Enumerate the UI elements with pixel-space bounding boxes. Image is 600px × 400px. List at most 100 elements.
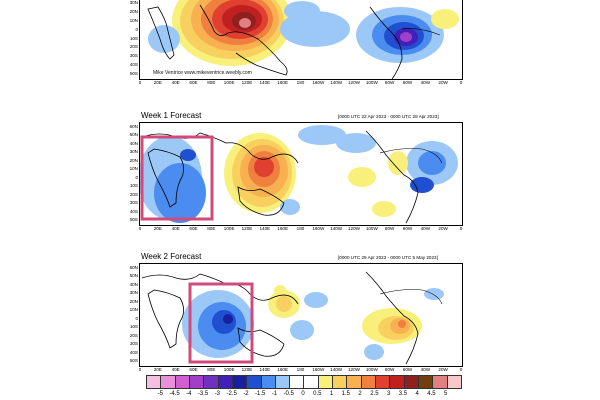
lon-tick-label: 160E [277,80,289,85]
legend-label: -5 [157,391,163,397]
highlight-box-week1 [140,135,214,221]
anomaly-negative [304,292,328,308]
legend-label: -0.5 [283,391,294,397]
legend-swatch [447,376,461,388]
anomaly-positive [398,320,406,328]
lat-tick-label: 0 [135,174,138,180]
lat-tick-label: 20N [129,298,138,304]
lat-tick-label: 20S [129,44,138,50]
anomaly-positive [239,18,251,28]
lon-tick-label: 80W [384,367,395,372]
lon-tick-label: 60E [189,226,198,231]
lon-tick-label: 160W [312,367,325,372]
lat-tick-label: 50S [129,71,138,77]
lon-tick-label: 40E [171,226,180,231]
anomaly-negative [364,344,384,360]
legend-label: 2.5 [370,391,379,397]
legend-swatch [361,376,376,388]
lon-tick-label: 0 [459,367,463,372]
lat-tick-label: 30N [129,149,138,155]
lon-tick-label: 120E [241,226,253,231]
lon-tick-label: 100E [223,226,235,231]
anomaly-negative [298,125,346,145]
lon-tick-label: 100E [223,80,235,85]
lon-tick-label: 100E [223,367,235,372]
legend-label: 2 [358,391,362,397]
lat-tick-label: 20N [129,157,138,163]
lon-tick-label: 100W [365,80,378,85]
lon-tick-label: 0 [459,80,463,85]
legend-label: 4 [415,391,419,397]
legend-swatch [318,376,334,388]
lat-tick-label: 30N [129,290,138,296]
legend-label: -2 [243,391,249,397]
coastline-africa [147,289,184,349]
panel-title-week2: Week 2 Forecast [141,252,202,261]
lon-tick-label: 140W [330,226,343,231]
legend-swatch [376,376,391,388]
anomaly-positive [274,285,286,295]
anomaly-negative [336,133,376,153]
anomaly-positive [372,201,396,217]
lon-tick-label: 160W [312,80,325,85]
lat-tick-label: 40N [129,140,138,146]
lon-tick-label: 20E [153,226,162,231]
lat-tick-label: 10S [129,324,138,330]
lon-tick-label: 140W [330,367,343,372]
map-panel-2 [139,122,463,226]
lon-tick-label: 140E [259,226,271,231]
lon-tick-label: 40W [420,367,431,372]
lat-tick-label: 30S [129,53,138,59]
lon-tick-label: 80E [207,367,216,372]
coastline-africa [147,148,184,208]
map-panel-1 [139,0,463,80]
lon-tick-label: 120W [347,80,360,85]
lat-tick-label: 10N [129,17,138,23]
map-panel-3 [139,263,463,367]
lat-tick-label: 50S [129,217,138,223]
legend-swatch [333,376,348,388]
lat-tick-label: 40S [129,62,138,68]
legend-label: -1.5 [255,391,266,397]
legend-swatch [275,376,291,388]
legend-swatch [175,376,190,388]
lon-tick-label: 120W [347,226,360,231]
lon-tick-label: 40E [171,367,180,372]
lon-tick-label: 40W [420,80,431,85]
legend-label: 3.5 [398,391,408,397]
coastline-australia [237,186,285,216]
anomaly-negative [400,32,412,42]
legend-swatch [347,376,362,388]
lon-tick-label: 20E [153,80,162,85]
panel-title-week1: Week 1 Forecast [141,111,202,120]
lon-tick-label: 80E [207,226,216,231]
legend-swatch [433,376,448,388]
anomaly-negative [290,320,314,340]
anomaly-positive [276,296,292,312]
legend-swatch [232,376,248,388]
legend-label: -2.5 [226,391,237,397]
lat-tick-label: 10S [129,35,138,41]
anomaly-negative [284,1,320,21]
legend-swatch [147,376,162,388]
anomaly-negative [180,149,196,161]
color-legend [146,375,462,389]
legend-swatch [247,376,262,388]
lon-tick-label: 60W [402,80,413,85]
coastline-americas [365,130,419,224]
lon-tick-label: 120E [241,80,253,85]
lat-tick-label: 10N [129,166,138,172]
lat-tick-label: 50N [129,132,138,138]
lat-tick-label: 60N [129,264,138,270]
lon-tick-label: 140E [259,80,271,85]
lat-tick-label: 20N [129,8,138,14]
legend-label: 1.5 [341,391,350,397]
lon-tick-label: 80W [384,80,395,85]
lat-tick-label: 50S [129,358,138,364]
anomaly-field-3 [141,271,444,365]
lon-tick-label: 60E [189,367,198,372]
lat-tick-label: 50N [129,273,138,279]
coastline-africa [147,6,175,60]
lon-tick-label: 140E [259,367,271,372]
anomaly-negative [223,314,233,324]
